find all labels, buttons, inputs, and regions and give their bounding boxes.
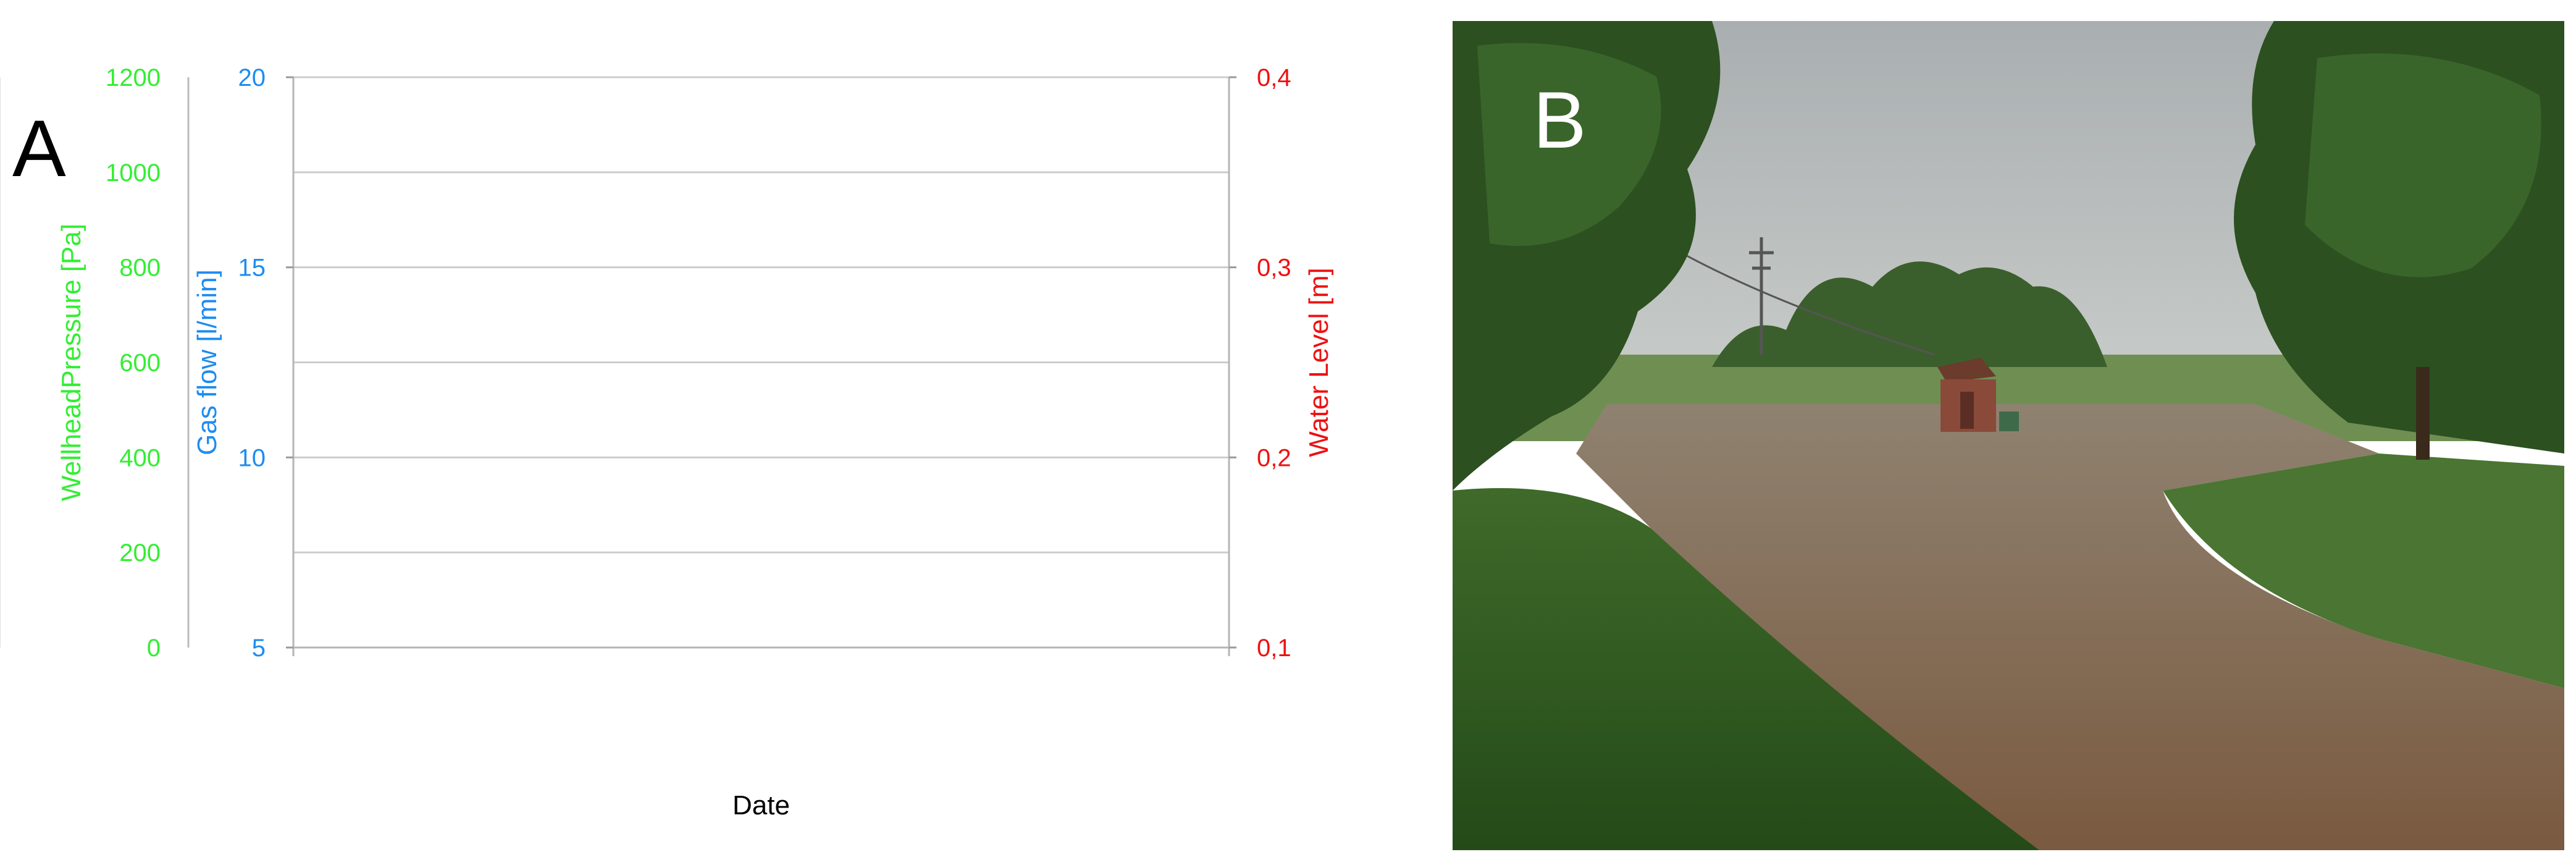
flood-water: [1576, 404, 2564, 850]
gas-flow-tick-label: 20: [238, 64, 266, 91]
water-level-axis-title: Water Level [m]: [1304, 268, 1334, 457]
water-level-tick-label: 0,1: [1257, 635, 1291, 662]
pressure-tick-label: 0: [147, 635, 161, 662]
grass-right: [2163, 454, 2564, 688]
hut-icon: [1937, 358, 2019, 432]
pressure-tick-label: 400: [119, 444, 161, 471]
panel-b-letter: B: [1533, 75, 1587, 165]
pressure-tick-label: 800: [119, 255, 161, 282]
tree-trunk: [2416, 367, 2430, 460]
flood-photo: B: [1453, 21, 2564, 850]
x-axis-title: Date: [732, 790, 790, 821]
water-level-tick-label: 0,4: [1257, 64, 1291, 91]
pressure-axis-title: WellheadPressure [Pa]: [56, 224, 86, 501]
gas-flow-tick-label: 15: [238, 255, 266, 282]
tree-canopy-left-highlight: [1477, 43, 1661, 247]
distant-treeline: [1712, 261, 2107, 367]
gas-flow-tick-label: 10: [238, 444, 266, 471]
gas-flow-axis-title: Gas flow [l/min]: [192, 269, 222, 455]
chart-a: 0 200 400 600 800 1000 1200 WellheadPressure [P…: [0, 64, 1334, 821]
water-level-tick-label: 0,2: [1257, 444, 1291, 471]
photo-drawing: [1453, 21, 2564, 850]
pressure-tick-label: 1000: [106, 159, 161, 187]
pressure-tick-label: 200: [119, 539, 161, 567]
pressure-tick-label: 1200: [106, 64, 161, 91]
water-level-tick-label: 0,3: [1257, 255, 1291, 282]
grass-foreground-left: [1453, 488, 2039, 850]
tree-canopy-right-highlight: [2305, 53, 2541, 277]
pressure-tick-label: 600: [119, 350, 161, 377]
gas-flow-tick-label: 5: [252, 635, 266, 662]
panel-a-letter: A: [12, 103, 66, 193]
